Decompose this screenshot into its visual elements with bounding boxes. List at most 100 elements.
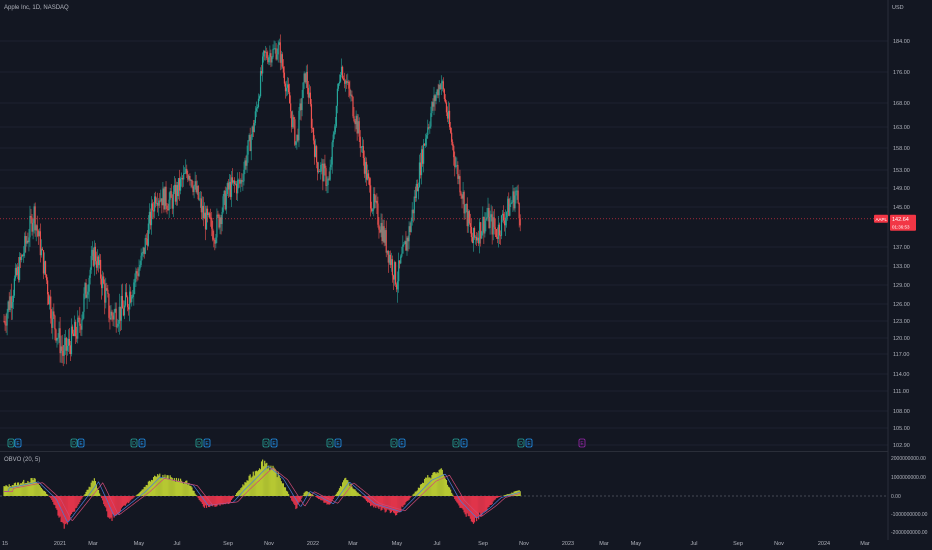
- candle-body: [279, 42, 281, 63]
- dividends-icon[interactable]: D: [517, 438, 525, 448]
- earnings-icon[interactable]: E: [270, 438, 278, 448]
- earnings-icon-frame: [398, 438, 406, 448]
- histogram-bar: [442, 474, 444, 496]
- histogram-bar: [208, 496, 210, 507]
- candle-body: [413, 196, 415, 214]
- earnings-icon[interactable]: E: [138, 438, 146, 448]
- histogram-bar: [291, 496, 293, 501]
- dividends-icon-glyph: D: [392, 441, 396, 447]
- candle-body: [303, 73, 305, 83]
- candle-body: [109, 317, 111, 320]
- candle-body: [220, 217, 222, 225]
- candle-body: [355, 115, 357, 125]
- histogram-bar: [51, 496, 53, 500]
- histogram-bar: [398, 496, 400, 513]
- histogram-bar: [64, 496, 66, 525]
- candle-body: [489, 216, 491, 229]
- candle-body: [107, 289, 109, 295]
- histogram-bar: [293, 496, 295, 504]
- earnings-icon[interactable]: E: [203, 438, 211, 448]
- histogram-bar: [332, 496, 334, 499]
- earnings-icon[interactable]: E: [525, 438, 533, 448]
- candle-body: [37, 230, 39, 237]
- time-tick-label: Nov: [264, 541, 274, 547]
- chart-title: Apple Inc, 1D, NASDAQ: [4, 5, 69, 11]
- candle-body: [205, 208, 208, 230]
- candle-body: [411, 209, 413, 221]
- candle-body: [375, 200, 377, 203]
- histogram-bar: [242, 484, 244, 496]
- histogram-bar: [370, 496, 372, 507]
- candle-body: [118, 306, 120, 324]
- candle-body: [420, 149, 423, 176]
- histogram-bar: [305, 491, 307, 496]
- candle-body: [464, 204, 466, 214]
- candle-body: [443, 89, 445, 100]
- symbol-badge: [874, 214, 888, 223]
- earnings-upcoming-icon[interactable]: E: [578, 438, 586, 448]
- candle-body: [280, 54, 282, 63]
- candle-body: [313, 140, 316, 157]
- earnings-icon[interactable]: E: [398, 438, 406, 448]
- candle-body: [187, 174, 189, 180]
- candle-body: [86, 294, 88, 298]
- histogram-bar: [518, 490, 520, 496]
- dividends-icon[interactable]: D: [7, 438, 15, 448]
- histogram-bar: [152, 477, 155, 496]
- histogram-bar: [419, 484, 422, 496]
- histogram-bar: [459, 496, 461, 508]
- candle-body: [350, 94, 352, 96]
- histogram-bar: [178, 480, 181, 496]
- dividends-icon[interactable]: D: [195, 438, 203, 448]
- candle-body: [105, 288, 107, 303]
- dividends-icon[interactable]: D: [70, 438, 78, 448]
- histogram-bar: [384, 496, 386, 513]
- dividends-icon[interactable]: D: [390, 438, 398, 448]
- time-tick-label: Mar: [348, 541, 358, 547]
- time-tick-label: May: [392, 541, 403, 547]
- candle-body: [45, 274, 48, 281]
- candle-body: [195, 181, 197, 193]
- candle-body: [72, 333, 75, 336]
- histogram-bar: [227, 496, 229, 505]
- candle-body: [519, 218, 521, 226]
- candle-body: [331, 142, 333, 165]
- candle-body: [389, 254, 391, 265]
- candle-body: [141, 253, 143, 256]
- earnings-icon[interactable]: E: [334, 438, 342, 448]
- earnings-upcoming-icon-frame: [578, 438, 586, 448]
- candle-body: [212, 228, 214, 240]
- candle-body: [51, 318, 53, 328]
- candle-body: [466, 203, 468, 227]
- dividends-icon-frame: [195, 438, 203, 448]
- candle-body: [232, 180, 235, 183]
- dividends-icon[interactable]: D: [130, 438, 138, 448]
- histogram-bar: [53, 496, 55, 505]
- histogram-bar: [485, 496, 487, 512]
- histogram-bar: [263, 466, 265, 496]
- candle-body: [432, 102, 434, 107]
- time-tick-label: 15: [2, 541, 8, 547]
- dividends-icon[interactable]: D: [262, 438, 270, 448]
- candle-body: [140, 255, 142, 265]
- currency-label: USD: [892, 5, 904, 11]
- earnings-icon[interactable]: E: [77, 438, 85, 448]
- candle-body: [376, 200, 378, 204]
- histogram-bar: [91, 480, 93, 496]
- histogram-bar: [213, 496, 215, 505]
- candle-body: [383, 226, 385, 243]
- earnings-icon[interactable]: E: [460, 438, 468, 448]
- dividends-icon[interactable]: D: [452, 438, 460, 448]
- histogram-bar: [262, 459, 264, 496]
- dividends-icon[interactable]: D: [326, 438, 334, 448]
- candle-body: [267, 57, 269, 63]
- histogram-bar: [349, 485, 351, 496]
- candle-body: [230, 177, 233, 197]
- candle-body: [345, 80, 347, 84]
- candle-body: [181, 178, 183, 179]
- candle-body: [417, 186, 420, 192]
- candle-body: [226, 183, 228, 195]
- earnings-icon[interactable]: E: [14, 438, 22, 448]
- candle-body: [391, 259, 394, 276]
